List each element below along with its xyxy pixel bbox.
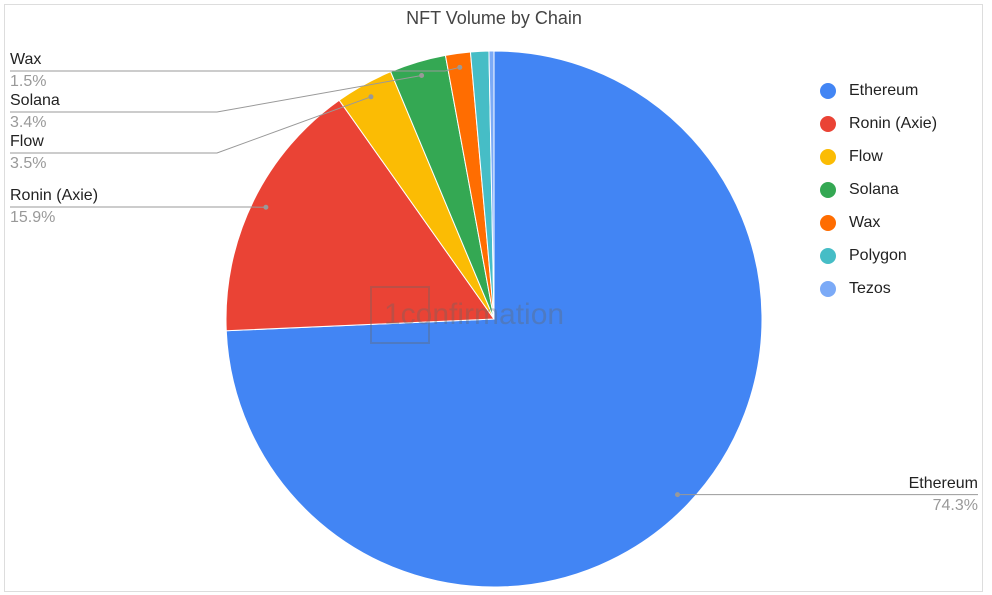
callout-value: 1.5% bbox=[10, 73, 46, 90]
legend-label: Ronin (Axie) bbox=[849, 115, 937, 132]
pie bbox=[225, 50, 763, 588]
callouts: Ethereum 74.3% Ronin (Axie) 15.9% Flow 3.5% So… bbox=[10, 51, 978, 514]
callout-line bbox=[10, 66, 460, 72]
legend-label: Flow bbox=[849, 148, 883, 165]
callout-name: Solana bbox=[10, 92, 60, 109]
callout-name: Flow bbox=[10, 133, 44, 150]
chart-title: NFT Volume by Chain bbox=[406, 8, 582, 28]
callout-name: Wax bbox=[10, 51, 41, 68]
legend-swatch bbox=[820, 215, 836, 231]
callout-line bbox=[10, 75, 422, 113]
callout-line bbox=[10, 96, 372, 154]
watermark-group: 1confirmation bbox=[370, 286, 564, 344]
callout-value: 3.5% bbox=[10, 155, 46, 172]
legend-swatch bbox=[820, 248, 836, 264]
callout-value: 74.3% bbox=[933, 497, 978, 514]
legend-swatch bbox=[820, 281, 836, 297]
pie-slice bbox=[225, 99, 495, 332]
watermark: 1confirmation bbox=[384, 298, 564, 331]
legend: Ethereum Ronin (Axie) Flow Solana Wax Polygon… bbox=[820, 82, 937, 297]
legend-swatch bbox=[820, 116, 836, 132]
callout-name: Ethereum bbox=[909, 475, 978, 492]
watermark-box bbox=[370, 286, 430, 344]
legend-swatch bbox=[820, 83, 836, 99]
legend-label: Tezos bbox=[849, 280, 891, 297]
legend-label: Solana bbox=[849, 181, 899, 198]
legend-swatch bbox=[820, 149, 836, 165]
pie-slice bbox=[488, 50, 495, 320]
callout-value: 3.4% bbox=[10, 114, 46, 131]
legend-label: Polygon bbox=[849, 247, 907, 264]
callout-value: 15.9% bbox=[10, 209, 55, 226]
legend-label: Ethereum bbox=[849, 82, 918, 99]
legend-label: Wax bbox=[849, 214, 880, 231]
legend-swatch bbox=[820, 182, 836, 198]
callout-name: Ronin (Axie) bbox=[10, 187, 98, 204]
